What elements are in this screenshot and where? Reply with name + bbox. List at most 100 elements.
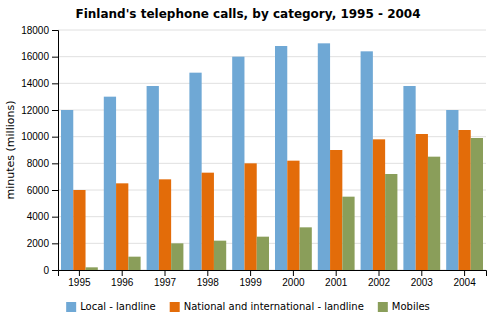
tick-mark: [79, 270, 80, 276]
bar: [214, 241, 226, 270]
tick-mark: [464, 270, 465, 276]
tick: 2003: [411, 270, 434, 288]
bar: [244, 163, 256, 270]
bar: [275, 46, 287, 270]
bar: [458, 130, 470, 270]
bar: [300, 227, 312, 270]
tick-label: 4000: [27, 211, 50, 222]
tick-label: 2000: [27, 238, 50, 249]
bar: [471, 138, 483, 270]
tick: 1998: [197, 270, 220, 288]
tick-mark: [52, 110, 58, 111]
tick: 1995: [68, 270, 91, 288]
bar: [202, 173, 214, 270]
tick: 1996: [111, 270, 134, 288]
legend-swatch: [66, 302, 76, 312]
bar: [189, 73, 201, 270]
bar: [232, 57, 244, 270]
tick-mark: [207, 270, 208, 276]
tick: 10000: [21, 131, 58, 142]
grid: [58, 30, 486, 270]
tick-mark: [52, 190, 58, 191]
tick-label: 12000: [21, 105, 49, 116]
legend-swatch: [378, 302, 388, 312]
bar: [416, 134, 428, 270]
bar: [128, 257, 140, 270]
tick-mark: [165, 270, 166, 276]
x-axis: 1995 1996 1997 1998 1999 2000 2001 2002 2003 2004: [59, 270, 487, 288]
tick-mark: [293, 270, 294, 276]
tick-mark: [421, 270, 422, 276]
tick: 14000: [21, 78, 58, 89]
bar: [116, 183, 128, 270]
tick: 16000: [21, 51, 58, 62]
tick-mark: [336, 270, 337, 276]
bar: [361, 51, 373, 270]
tick-mark: [52, 217, 58, 218]
tick-label: 1998: [197, 277, 220, 288]
tick-label: 2004: [453, 277, 476, 288]
grid-line: [58, 30, 486, 31]
plot: 0 2000 4000 6000 8000 10000 12000 14000 16000 180…: [21, 25, 486, 288]
grid-line: [58, 56, 486, 57]
tick-label: 0: [43, 265, 49, 276]
bar: [342, 197, 354, 270]
tick-mark: [52, 57, 58, 58]
legend-label: Local - landline: [80, 301, 156, 312]
tick-label: 6000: [27, 185, 50, 196]
tick-mark: [52, 137, 58, 138]
tick-mark: [52, 83, 58, 84]
bar: [171, 243, 183, 270]
legend-label: National and international - landline: [184, 301, 364, 312]
tick-label: 2002: [368, 277, 391, 288]
tick: 6000: [27, 185, 58, 196]
tick-label: 14000: [21, 78, 49, 89]
tick-mark: [52, 163, 58, 164]
bar: [104, 97, 116, 270]
tick-label: 2000: [282, 277, 305, 288]
tick: 2000: [27, 238, 58, 249]
tick: 8000: [27, 158, 58, 169]
series: [86, 138, 483, 270]
tick: 2000: [282, 270, 305, 288]
tick-label: 10000: [21, 131, 49, 142]
bar: [403, 86, 415, 270]
bar: [373, 139, 385, 270]
tick-label: 1997: [154, 277, 177, 288]
tick-mark: [250, 270, 251, 276]
tick: 18000: [21, 25, 58, 36]
bar: [86, 267, 98, 270]
legend-label: Mobiles: [392, 301, 430, 312]
bar: [330, 150, 342, 270]
tick: 2002: [368, 270, 391, 288]
tick: 2004: [453, 270, 476, 288]
tick: 1999: [239, 270, 262, 288]
bar: [446, 110, 458, 270]
tick-label: 2003: [411, 277, 434, 288]
tick-mark: [52, 243, 58, 244]
series: [73, 130, 470, 270]
legend: Local - landline National and internation…: [66, 301, 430, 312]
tick-label: 1999: [239, 277, 262, 288]
bars: [61, 43, 483, 270]
tick-mark: [52, 30, 58, 31]
bar: [287, 161, 299, 270]
grid-line: [58, 83, 486, 84]
legend-item: Mobiles: [378, 301, 430, 312]
tick-label: 8000: [27, 158, 50, 169]
bar: [147, 86, 159, 270]
tick-label: 1996: [111, 277, 134, 288]
tick-label: 18000: [21, 25, 49, 36]
chart: Finland's telephone calls, by category, …: [0, 0, 496, 320]
tick-label: 2001: [325, 277, 348, 288]
tick-mark: [122, 270, 123, 276]
bar: [428, 157, 440, 270]
y-axis: 0 2000 4000 6000 8000 10000 12000 14000 16000 180…: [21, 25, 58, 276]
axis-line: [59, 271, 487, 277]
series: [61, 43, 458, 270]
tick: 4000: [27, 211, 58, 222]
bar: [385, 174, 397, 270]
tick-label: 16000: [21, 51, 49, 62]
axis-line: [52, 31, 59, 271]
bar: [257, 237, 269, 270]
